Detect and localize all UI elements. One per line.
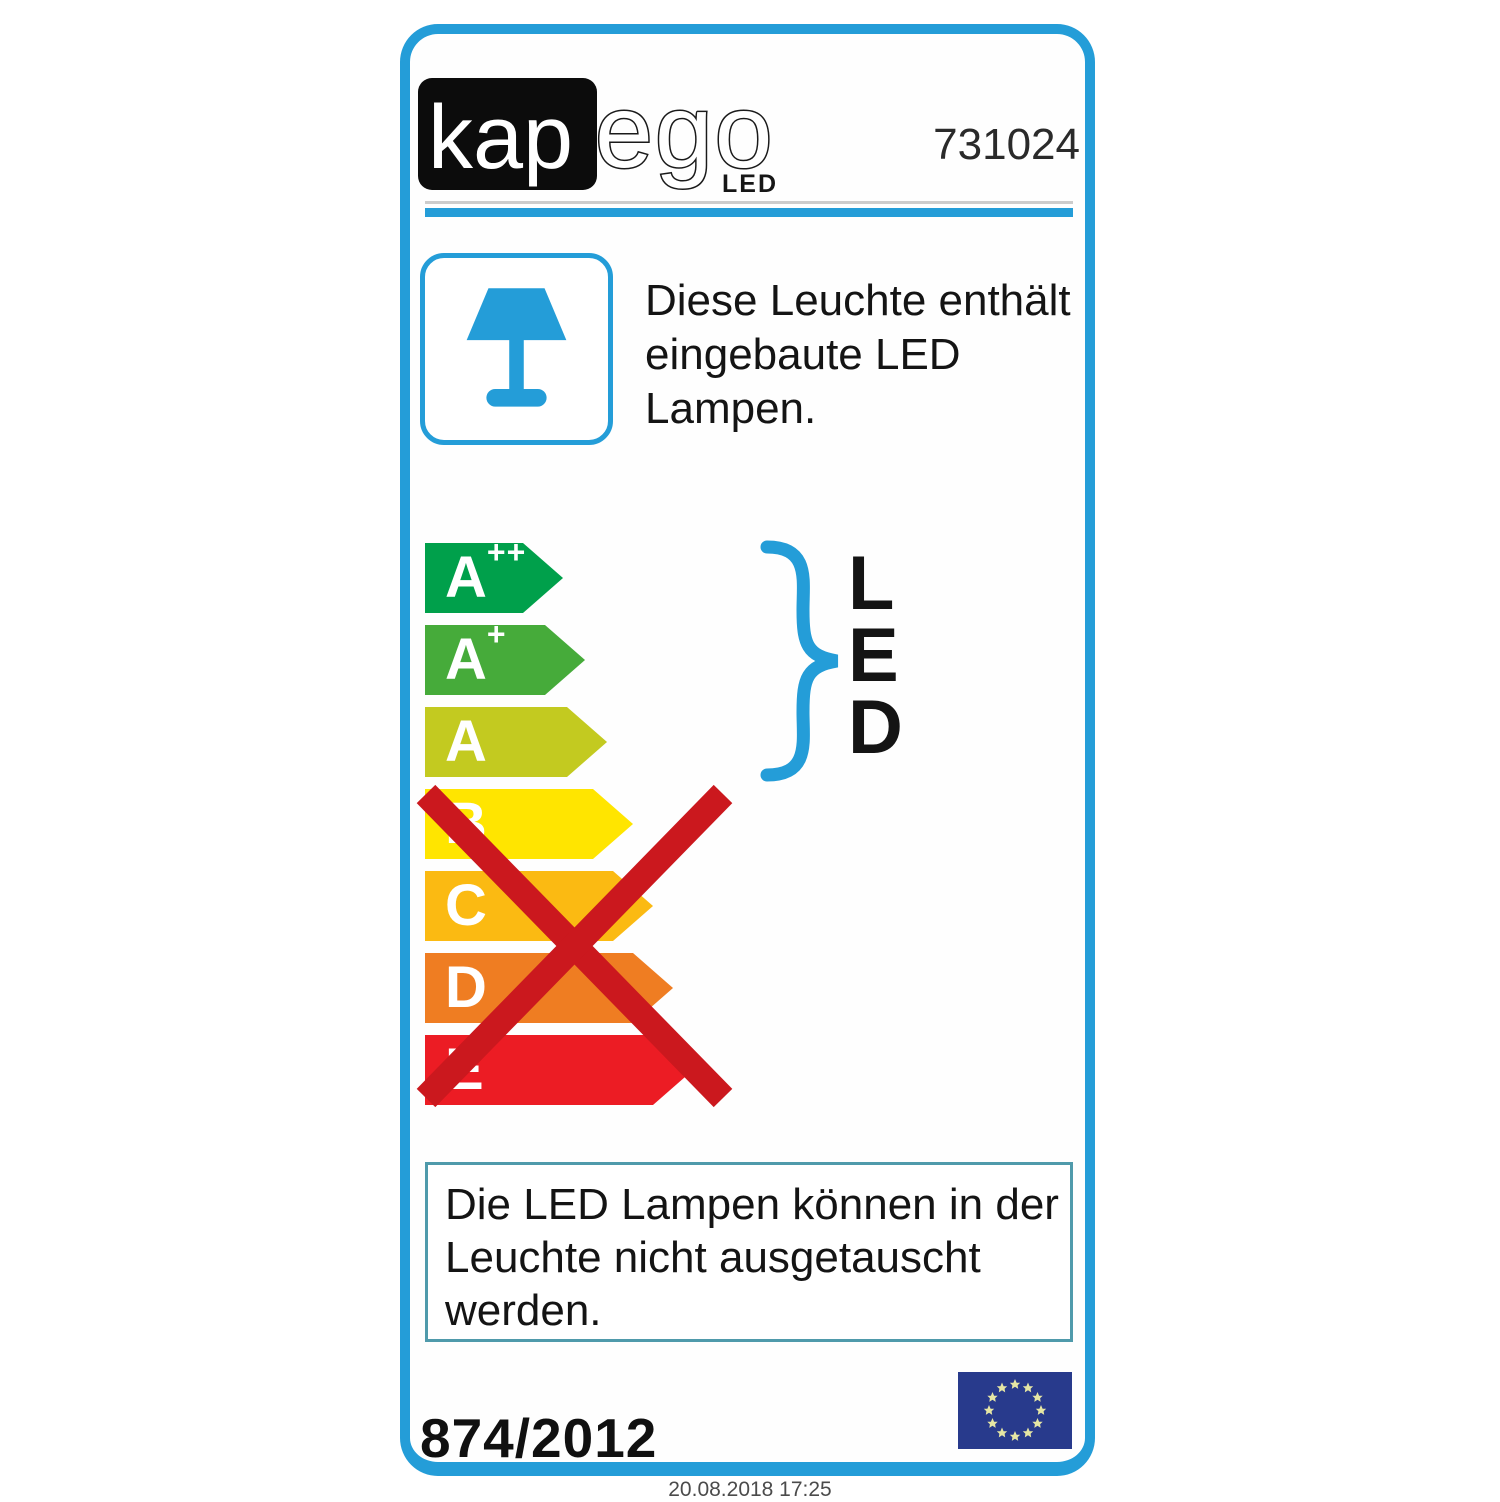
contains-led-line-2: eingebaute LED [645,330,961,379]
note-box: Die LED Lampen können in der Leuchte nic… [425,1162,1073,1342]
table-lamp-icon [466,287,567,407]
contains-led-line-3: Lampen. [645,384,817,433]
brand-logo-ego-text: ego [594,85,775,192]
regulation-number: 874/2012 [420,1407,658,1469]
note-line-1: Die LED Lampen können in der [445,1180,1059,1229]
header-divider [425,208,1073,217]
energy-grade-letter: A [445,709,487,774]
note-line-2: Leuchte nicht ausgetauscht [445,1233,981,1282]
energy-grade-letter: A+ [445,616,507,692]
led-bracket-letter: L [848,541,895,626]
brand-logo-kap-box: kap [418,78,597,190]
note-line-3: werden. [445,1286,602,1335]
energy-grade-A+: A+ [425,625,585,695]
energy-grade-A++: A++ [425,543,563,613]
led-bracket-letter: E [848,613,899,698]
brand-logo-led-text: LED [722,170,778,198]
header-divider-shadow [425,201,1073,204]
energy-label: kap ego LED 731024 Diese Leuchte enthält… [400,24,1095,1476]
energy-grade-letter: C [445,873,487,938]
product-number: 731024 [933,120,1080,169]
energy-grade-letter: D [445,955,487,1020]
energy-grade-A: A [425,707,607,777]
led-bracket-brace [760,540,839,782]
contains-led-text: Diese Leuchte enthält eingebaute LED Lam… [645,274,1095,436]
energy-grade-letter: A++ [445,534,527,610]
svg-text:ego: ego [595,85,775,190]
lamp-pictogram-box [420,253,613,445]
crossed-out-grades-x-icon [416,784,733,1108]
contains-led-line-1: Diese Leuchte enthält [645,276,1071,325]
eu-flag-icon [958,1372,1072,1449]
led-bracket-letter: D [848,685,903,770]
brand-logo-kap-text: kap [428,88,574,188]
print-timestamp: 20.08.2018 17:25 [668,1478,832,1501]
